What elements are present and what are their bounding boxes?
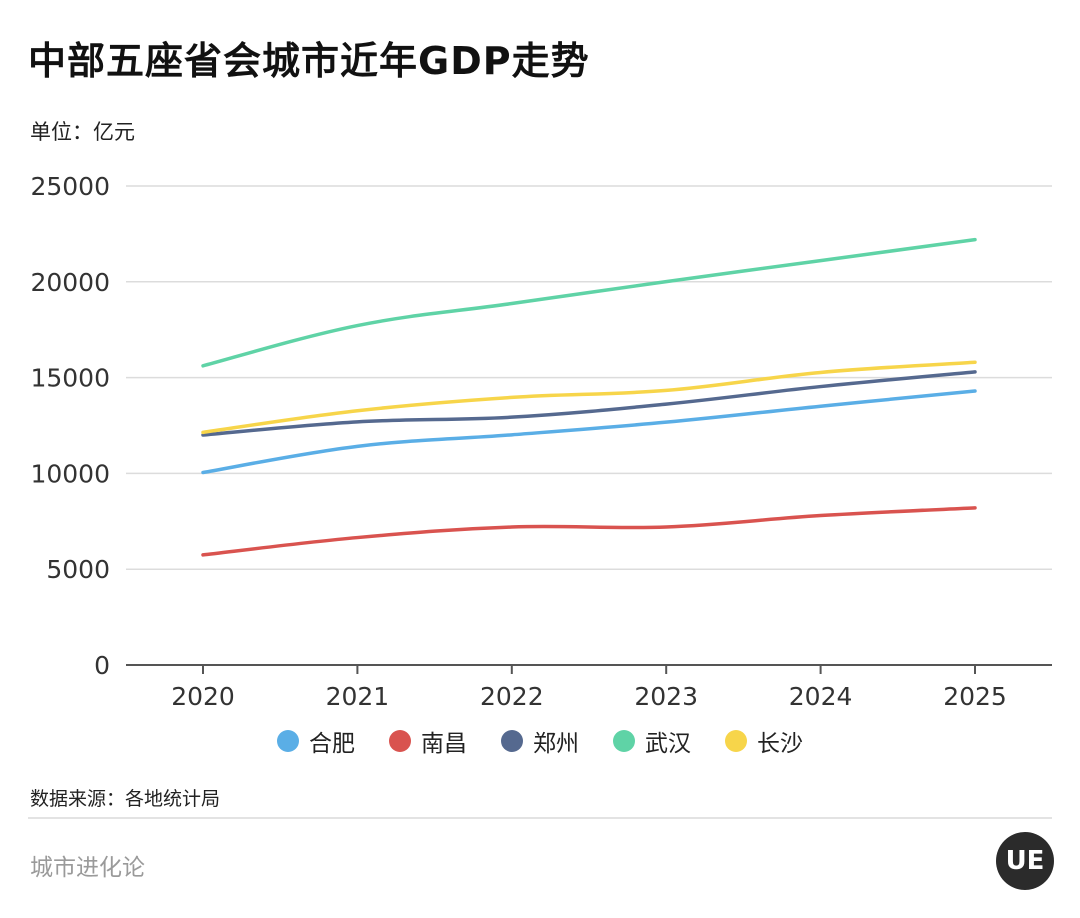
y-tick-label: 25000 [30, 172, 110, 201]
chart-title: 中部五座省会城市近年GDP走势 [28, 39, 590, 83]
brand-logo: UE [996, 832, 1054, 890]
series-line-郑州 [201, 370, 977, 437]
series-line-长沙 [201, 360, 977, 435]
legend-marker [501, 730, 523, 752]
legend-label: 合肥 [309, 731, 355, 757]
y-tick-label: 15000 [30, 364, 110, 393]
x-tick-label: 2022 [480, 682, 544, 711]
x-tick-label: 2025 [943, 682, 1007, 711]
legend-item: 长沙 [725, 724, 803, 758]
legend-label: 长沙 [757, 731, 803, 757]
data-source: 数据来源：各地统计局 [30, 788, 221, 810]
y-tick-label: 5000 [46, 555, 110, 584]
x-tick-label: 2023 [634, 682, 698, 711]
legend-label: 武汉 [645, 731, 691, 757]
legend-label: 南昌 [421, 731, 467, 757]
series-line-武汉 [201, 237, 977, 368]
legend-marker [725, 730, 747, 752]
series-line-合肥 [201, 389, 977, 475]
axes: 0 5000 10000 15000 20000 25000 2020 2021 2022 202… [30, 172, 1052, 711]
legend: 合肥 南昌 郑州 武汉 长沙 [0, 724, 1080, 758]
y-tick-label: 20000 [30, 268, 110, 297]
divider [28, 817, 1052, 819]
legend-label: 郑州 [533, 731, 579, 757]
x-tick-label: 2020 [171, 682, 235, 711]
x-tick-label: 2021 [326, 682, 390, 711]
legend-marker [613, 730, 635, 752]
legend-item: 南昌 [389, 724, 467, 758]
x-tick-label: 2024 [789, 682, 853, 711]
y-tick-label: 0 [94, 651, 110, 680]
legend-item: 武汉 [613, 724, 691, 758]
legend-item: 合肥 [277, 724, 355, 758]
brand-name: 城市进化论 [30, 855, 145, 881]
y-tick-label: 10000 [30, 459, 110, 488]
unit-label: 单位：亿元 [30, 120, 135, 144]
legend-marker [389, 730, 411, 752]
series-lines [201, 237, 977, 557]
series-line-南昌 [201, 506, 977, 557]
legend-item: 郑州 [501, 724, 579, 758]
legend-marker [277, 730, 299, 752]
